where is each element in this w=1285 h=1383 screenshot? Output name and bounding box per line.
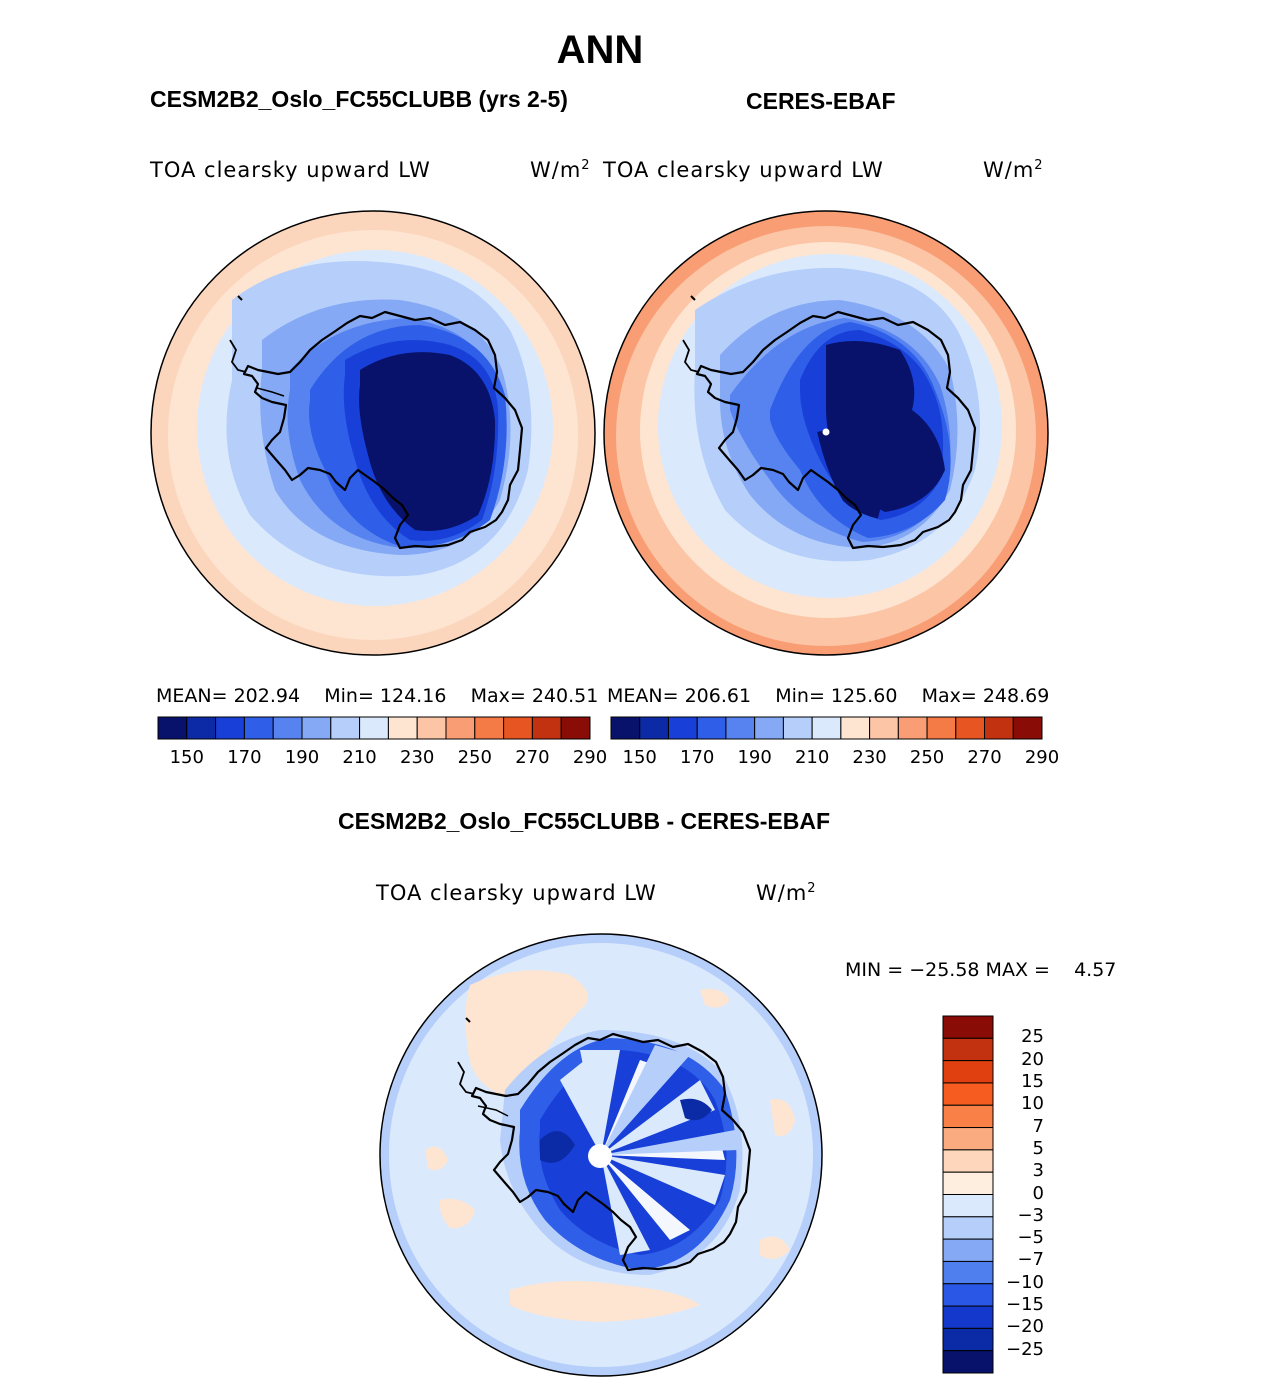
difference-colorbar-swatch [942,1104,994,1129]
panel-1-unit-label: W/m2 [530,158,591,182]
panel-2-colorbar-tick-label: 210 [794,747,830,768]
difference-colorbar-tick-label: −20 [1006,1316,1044,1338]
difference-colorbar-tick-label: 25 [1021,1026,1044,1048]
panel-2-colorbar-tick-label: 270 [967,747,1002,768]
panel-2-min-value: 125.60 [830,685,898,707]
difference-colorbar-swatch [942,1238,994,1262]
panel-2-colorbar-tick-label: 230 [852,747,887,768]
panel-2-variable-label: TOA clearsky upward LW [603,158,884,182]
difference-colorbar-swatch [942,1283,994,1307]
difference-colorbar-tick-label: −3 [1017,1204,1044,1226]
panel-2-max-value: 248.69 [982,685,1050,707]
difference-colorbar-swatch [942,1216,994,1240]
difference-colorbar-tick-label: −15 [1006,1294,1044,1316]
difference-colorbar-tick-label: 20 [1021,1048,1044,1070]
difference-colorbar-swatch [942,1327,994,1352]
panel-2-colorbar-tick-label: 150 [622,747,657,768]
panel-2-colorbar-swatch [1012,716,1043,740]
difference-title: CESM2B2_Oslo_FC55CLUBB - CERES-EBAF [338,808,831,834]
difference-colorbar-swatch [942,1171,994,1195]
difference-colorbar-tick-label: −7 [1017,1249,1044,1271]
panel-1-colorbar-tick-label: 250 [457,747,492,768]
difference-colorbar-tick-label: 10 [1021,1093,1044,1115]
panel-1-min-value: 124.16 [379,685,447,707]
difference-minmax: MIN = −25.58 MAX = 4.57 [845,959,1117,981]
difference-colorbar-tick-label: 7 [1032,1115,1044,1137]
panel-1-colorbar-tick-label: 270 [515,747,550,768]
difference-colorbar-swatch [942,1082,994,1106]
difference-colorbar-swatch [942,1350,994,1374]
difference-colorbar-swatch [942,1015,994,1039]
difference-colorbar-swatch [942,1149,994,1173]
difference-colorbar-tick-label: 5 [1032,1137,1044,1159]
panel-1-colorbar-tick-label: 230 [400,747,435,768]
panel-1-colorbar-tick-label: 170 [227,747,262,768]
difference-colorbar-swatch [942,1127,994,1151]
difference-colorbar-swatch [942,1260,994,1285]
panel-2-source-title: CERES-EBAF [746,88,896,114]
difference-colorbar-swatch [942,1194,994,1218]
panel-2-colorbar-tick-label: 190 [737,747,772,768]
panel-1-max-value: 240.51 [531,685,599,707]
panel-1-source-title: CESM2B2_Oslo_FC55CLUBB (yrs 2-5) [150,86,568,112]
difference-colorbar-tick-label: 15 [1021,1070,1044,1092]
season-title: ANN [556,28,644,72]
difference-colorbar-tick-label: −25 [1006,1338,1044,1360]
panel-1-mean-value: 202.94 [233,685,301,707]
panel-1-colorbar-swatch [560,716,591,740]
panel-1-colorbar-tick-label: 210 [342,747,377,768]
panel-2-mean-value: 206.61 [684,685,752,707]
panel-1-colorbar-tick-label: 290 [572,747,608,768]
difference-variable-label: TOA clearsky upward LW [376,881,657,905]
panel-1-stats: MEAN= 202.94 Min= 124.16 Max= 240.51 [156,685,599,707]
difference-colorbar-swatch [942,1060,994,1084]
panel-1-colorbar-tick-label: 190 [284,747,320,768]
panel-1-variable-label: TOA clearsky upward LW [150,158,431,182]
difference-colorbar-tick-label: −5 [1017,1227,1044,1249]
difference-colorbar-tick-label: 0 [1032,1182,1044,1204]
panel-2-unit-label: W/m2 [983,158,1044,182]
difference-colorbar-tick-label: 3 [1032,1160,1044,1182]
difference-colorbar-swatch [942,1037,994,1062]
panel-2-colorbar-tick-label: 290 [1024,747,1060,768]
panel-2-stats: MEAN= 206.61 Min= 125.60 Max= 248.69 [607,685,1050,707]
difference-colorbar-tick-label: −10 [1006,1271,1044,1293]
difference-unit-label: W/m2 [756,881,817,905]
panel-1-colorbar-tick-label: 150 [169,747,204,768]
panel-2-colorbar-tick-label: 250 [909,747,945,768]
difference-colorbar-swatch [942,1305,994,1329]
panel-2-colorbar-tick-label: 170 [680,747,715,768]
